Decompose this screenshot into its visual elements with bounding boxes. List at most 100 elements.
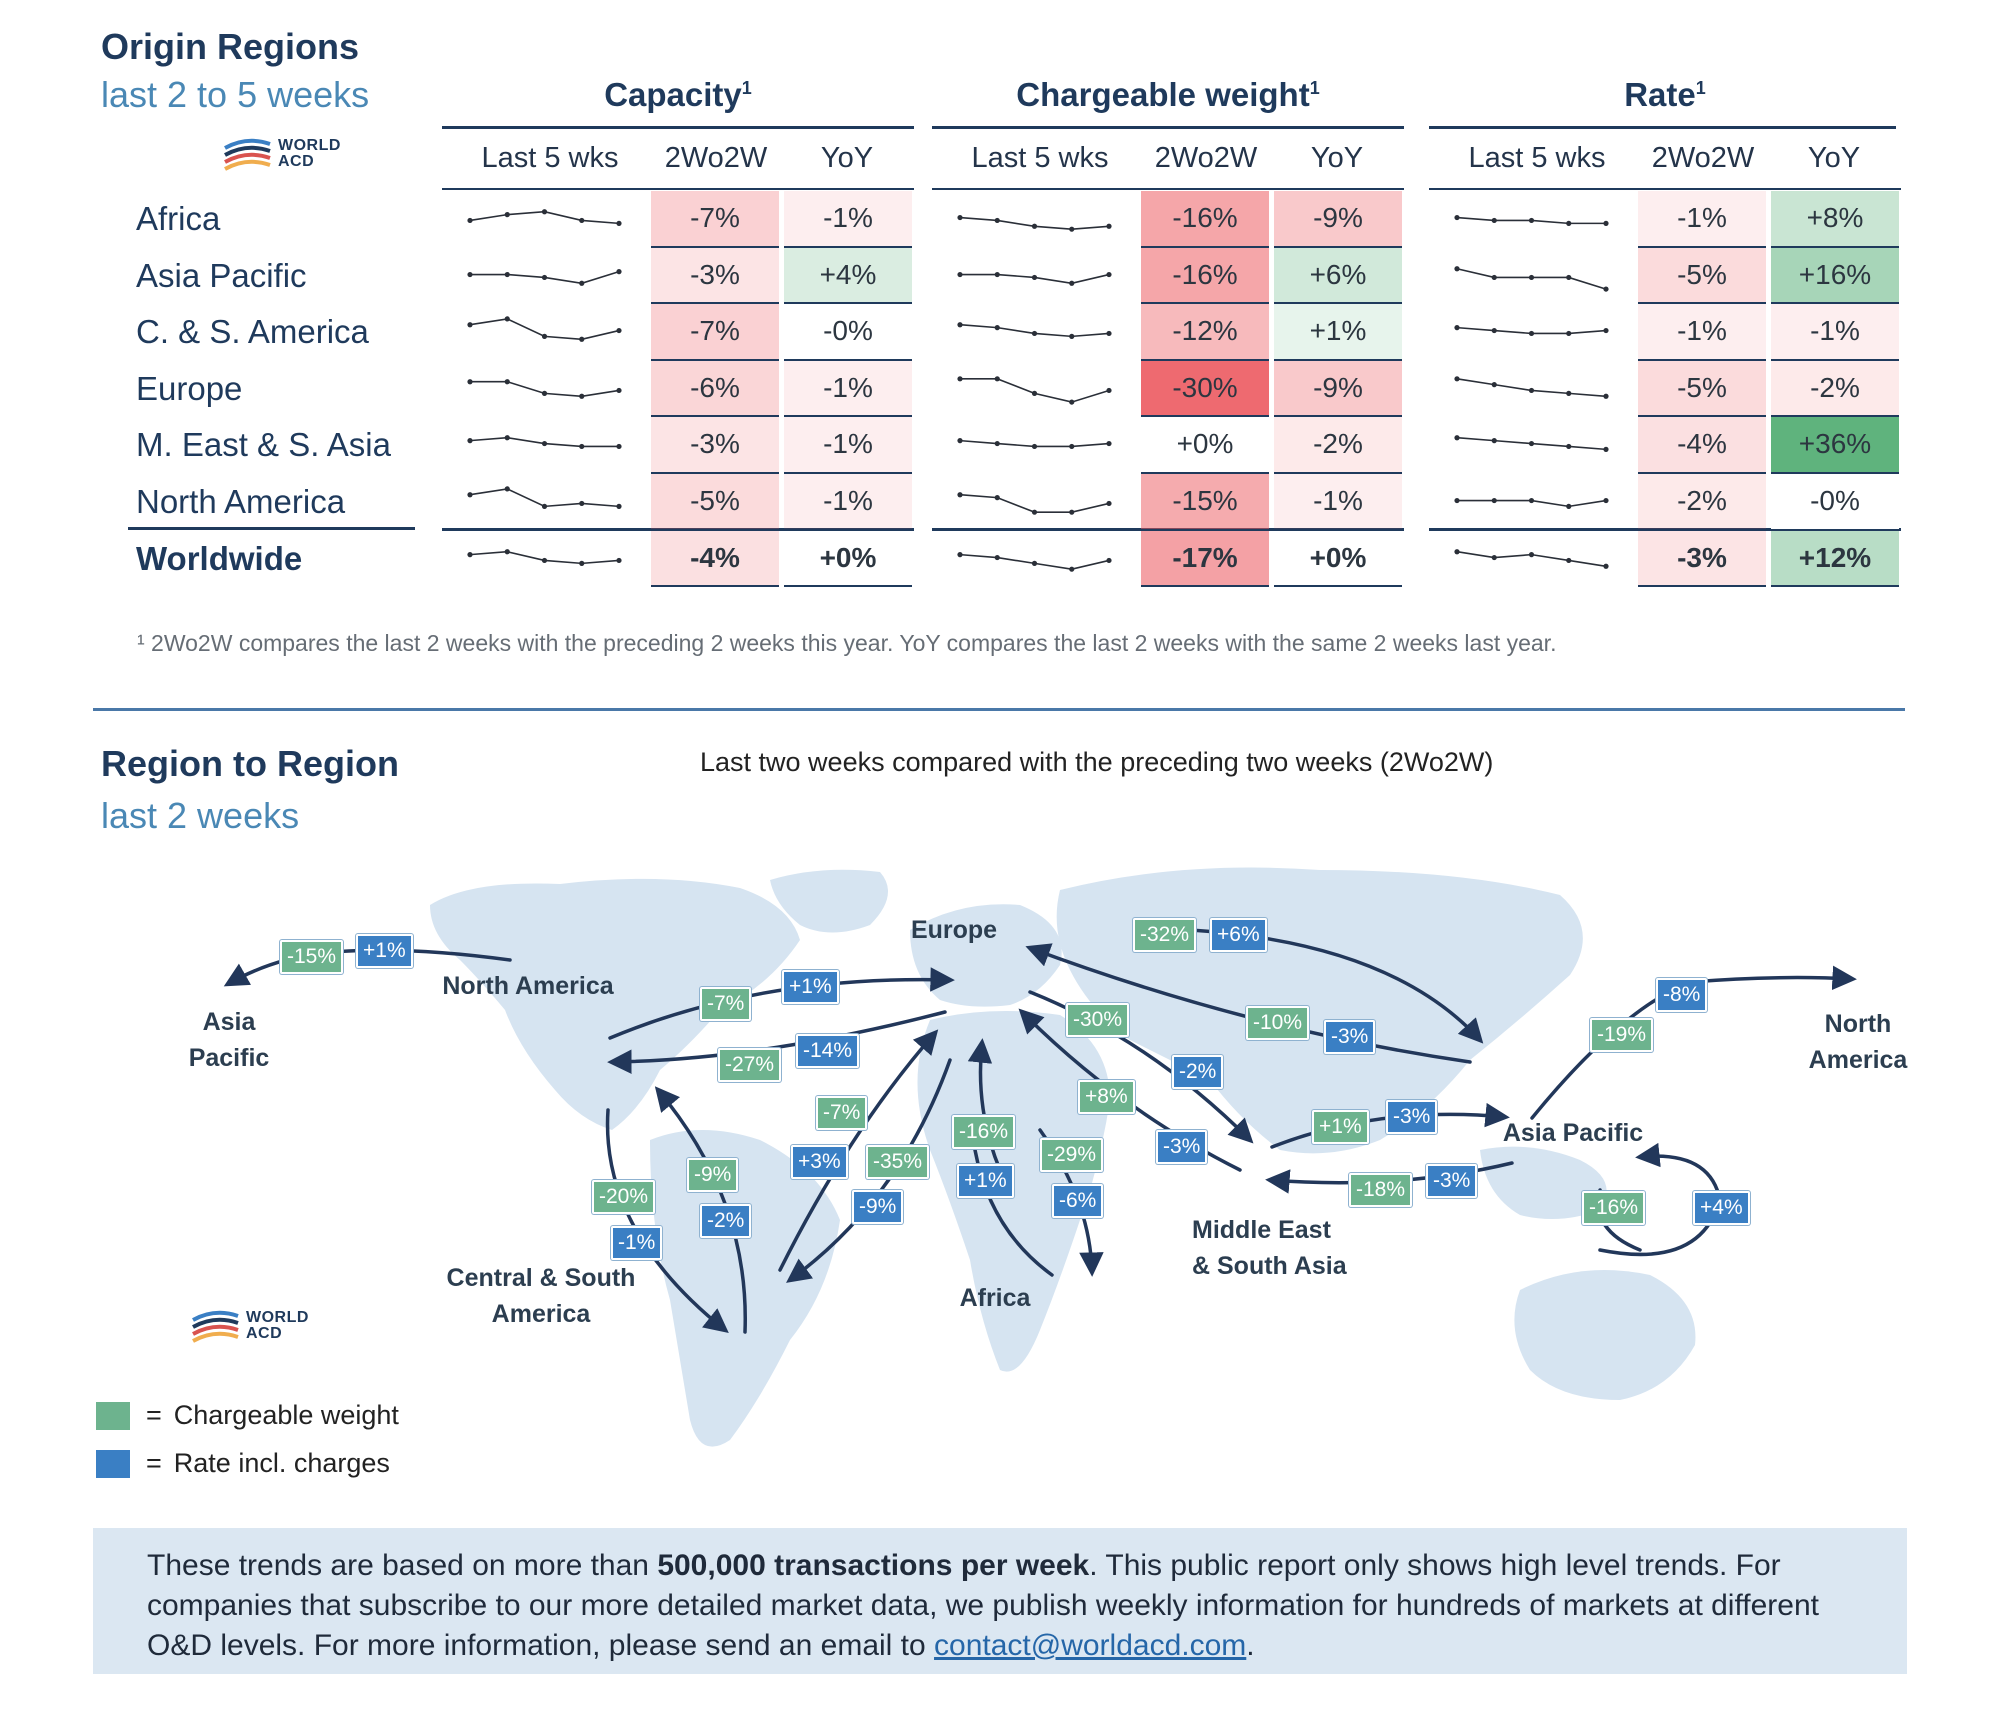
sparkline-point: [1106, 500, 1112, 507]
sparkline-point: [616, 220, 622, 226]
sparkline: [957, 376, 1112, 405]
cell-2wo2w: -1%: [1638, 304, 1766, 361]
sparkline-point: [616, 503, 622, 509]
cell-yoy: -2%: [1771, 360, 1899, 418]
sparkline-point: [1528, 551, 1535, 557]
label-asia-pacific-left: Asia Pacific: [188, 1008, 270, 1072]
sparkline: [467, 548, 622, 566]
sparkline-point: [1528, 441, 1535, 447]
column-header: YoY: [1807, 142, 1861, 174]
sparkline-point: [1491, 438, 1497, 444]
row-label: Worldwide: [136, 539, 303, 577]
sparkline-point: [1031, 331, 1038, 337]
arrow-europe-to-asia: [1133, 926, 1484, 1044]
sparkline-point: [1603, 328, 1609, 334]
column-header: Last 5 wks: [971, 142, 1109, 174]
sparkline-point: [467, 438, 473, 444]
continent-north-america: [430, 878, 800, 1130]
sparkline-point: [1454, 497, 1460, 504]
sparkline-point: [994, 495, 1000, 501]
group-header-rule: [932, 188, 1404, 190]
sparkline-point: [957, 376, 963, 382]
sparkline-point: [504, 548, 510, 554]
cell-yoy: -0%: [1771, 474, 1899, 531]
badge-rate: -9%: [852, 1190, 904, 1224]
label-north-america: North America: [442, 972, 614, 1000]
sparkline-point: [1031, 223, 1038, 229]
badge-chargeable-weight: -16%: [1582, 1191, 1646, 1225]
sparkline-point: [1491, 554, 1497, 560]
badge-rate: -3%: [1156, 1130, 1208, 1164]
cell-yoy: -1%: [784, 360, 912, 418]
row-label: Asia Pacific: [136, 256, 307, 294]
label-europe: Europe: [910, 916, 998, 944]
sparkline-point: [541, 503, 548, 509]
row-label: M. East & S. Asia: [136, 426, 391, 464]
sparkline-point: [1528, 497, 1535, 504]
sparkline-point: [1491, 497, 1497, 504]
cell-yoy: -9%: [1274, 360, 1402, 418]
sparkline-point: [467, 322, 473, 328]
arrow-na-to-csa: [605, 1108, 729, 1334]
sparkline: [957, 551, 1112, 572]
cell-yoy: +12%: [1771, 530, 1899, 588]
badge-rate: +1%: [957, 1164, 1014, 1198]
legend-item-chargeable-weight: = Chargeable weight: [96, 1400, 399, 1431]
sparkline-point: [1031, 444, 1038, 450]
sparkline-point: [1031, 509, 1038, 515]
sparkline-point: [579, 444, 585, 450]
sparkline-point: [616, 387, 622, 393]
cell-yoy: -1%: [784, 474, 912, 531]
sparkline-point: [1491, 381, 1497, 388]
arrow-na-to-europe: [608, 967, 955, 1040]
contact-email-link[interactable]: contact@worldacd.com: [934, 1629, 1247, 1662]
sparkline-point: [1069, 509, 1075, 515]
sparkline-point: [504, 212, 510, 218]
sparkline-point: [957, 214, 963, 221]
badge-chargeable-weight: -7%: [700, 987, 752, 1021]
arrow-africa-to-europe: [967, 1038, 1002, 1172]
sparkline-point: [1454, 214, 1460, 221]
row-label: North America: [136, 483, 346, 520]
column-header: 2Wo2W: [1154, 142, 1258, 174]
cell-yoy: +8%: [1771, 191, 1899, 248]
sparkline-point: [1566, 390, 1572, 396]
sparkline-point: [1106, 331, 1112, 337]
badge-rate: -2%: [1172, 1055, 1224, 1089]
sparkline: [957, 322, 1112, 340]
cell-yoy: +4%: [784, 247, 912, 305]
group-rule: [932, 126, 1404, 129]
badge-chargeable-weight: +8%: [1078, 1080, 1135, 1114]
sparkline-point: [1106, 271, 1112, 277]
badge-rate: -6%: [1052, 1184, 1104, 1218]
sparkline: [1454, 325, 1609, 337]
sparkline-point: [1528, 331, 1535, 337]
badge-chargeable-weight: -16%: [952, 1115, 1016, 1149]
worldacd-logo-2: WORLD ACD: [190, 1306, 309, 1346]
arrow-mesa-to-ap: [1270, 1102, 1510, 1149]
sparkline: [467, 378, 622, 399]
sparkline: [467, 268, 622, 286]
row-label: Europe: [136, 369, 243, 407]
label-central-south-america: Central & South America: [446, 1264, 636, 1328]
sparkline: [467, 486, 622, 509]
cell-yoy: -1%: [784, 417, 912, 474]
cell-yoy: +16%: [1771, 247, 1899, 305]
sparkline-point: [504, 316, 510, 322]
sparkline-point: [616, 268, 622, 274]
sparkline: [467, 435, 622, 450]
badge-chargeable-weight: -27%: [718, 1048, 782, 1082]
sparkline-point: [1566, 557, 1572, 563]
badge-rate: -1%: [611, 1226, 663, 1260]
row-label: Africa: [136, 200, 221, 237]
worldacd-logo: WORLD ACD: [222, 134, 341, 174]
sparkline-point: [541, 441, 548, 447]
sparkline-point: [467, 217, 473, 224]
label-asia-pacific: Asia Pacific: [1502, 1119, 1644, 1147]
sparkline-point: [1106, 441, 1112, 447]
sparkline-point: [1491, 328, 1497, 334]
arrow-europe-to-mesa: [1028, 990, 1254, 1144]
cell-yoy: +0%: [1274, 530, 1402, 588]
sparkline: [957, 492, 1112, 515]
sparkline-point: [1566, 274, 1572, 280]
